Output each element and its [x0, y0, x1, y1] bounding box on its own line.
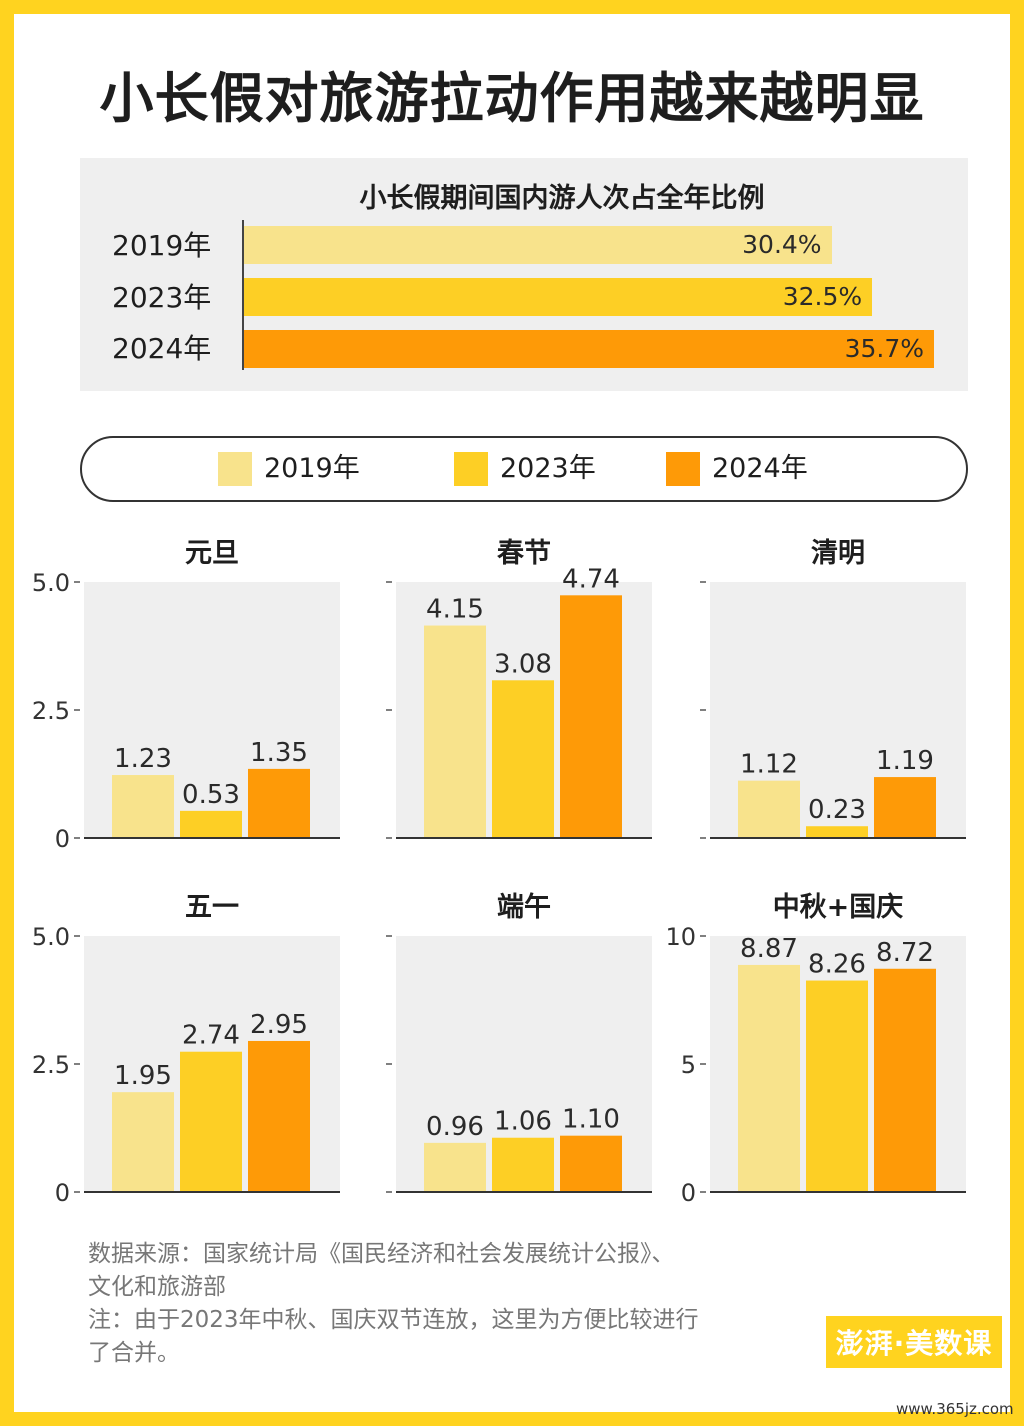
share-bar-2024: 35.7%	[244, 330, 934, 368]
panel-5-value-label: 0.96	[426, 1112, 484, 1142]
share-row-label-2024: 2024年	[112, 332, 212, 365]
panel-4-bar-2024年	[248, 1040, 310, 1192]
share-row-label-2019: 2019年	[112, 229, 212, 262]
legend-swatch-2024	[666, 452, 700, 486]
panel-4-tick-label: 5.0	[32, 923, 70, 951]
share-chart-axis	[242, 220, 244, 370]
panel-6-bar-2024年	[874, 968, 936, 1192]
panel-4-value-label: 1.95	[114, 1061, 172, 1091]
note-line-2: 了合并。	[88, 1340, 180, 1366]
panel-6-tick-label: 0	[681, 1179, 696, 1207]
panel-2-value-label: 3.08	[494, 649, 552, 679]
panel-6-value-label: 8.26	[808, 950, 866, 980]
panel-3-bar-2023年	[806, 826, 868, 838]
panel-2-value-label: 4.74	[562, 564, 620, 594]
brand-logo: 澎湃·美数课	[826, 1316, 1002, 1368]
page-title: 小长假对旅游拉动作用越来越明显	[99, 67, 925, 130]
legend-label-2024: 2024年	[712, 453, 808, 484]
panel-1-tick-label: 2.5	[32, 697, 70, 725]
share-value-2023: 32.5%	[782, 282, 863, 311]
panel-6-value-label: 8.72	[876, 938, 934, 968]
panel-5-bar-2024年	[560, 1135, 622, 1192]
panel-1-title: 元旦	[185, 538, 239, 569]
panel-5-value-label: 1.10	[562, 1105, 620, 1135]
panel-1-tick-label: 5.0	[32, 569, 70, 597]
share-value-2019: 30.4%	[742, 230, 822, 259]
source-line-2: 文化和旅游部	[88, 1274, 226, 1300]
panel-6-tick-label: 5	[681, 1051, 696, 1079]
panel-4-tick-label: 0	[55, 1179, 70, 1207]
panel-6-value-label: 8.87	[740, 934, 798, 964]
panel-2-bar-2024年	[560, 595, 622, 838]
panel-2-bar-2023年	[492, 680, 554, 838]
panel-3-bar-2019年	[738, 780, 800, 838]
panel-1-value-label: 1.35	[250, 738, 308, 768]
panel-4-value-label: 2.74	[182, 1021, 240, 1051]
panel-6-tick-label: 10	[665, 923, 696, 951]
panel-3-value-label: 1.19	[876, 746, 934, 776]
panel-5-bar-2023年	[492, 1137, 554, 1192]
note-line-1: 注：由于2023年中秋、国庆双节连放，这里为方便比较进行	[88, 1307, 699, 1333]
panel-1-tick-label: 0	[55, 825, 70, 853]
share-row-label-2023: 2023年	[112, 281, 212, 314]
watermark-text: www.365jz.com	[896, 1400, 1014, 1418]
legend-label-2023: 2023年	[500, 453, 596, 484]
panel-2-bar-2019年	[424, 625, 486, 838]
panel-1-bar-2019年	[112, 775, 174, 838]
panel-6-bar-2019年	[738, 964, 800, 1192]
panel-3-value-label: 0.23	[808, 795, 866, 825]
panel-5-bar-2019年	[424, 1142, 486, 1192]
panel-2-title: 春节	[497, 538, 551, 569]
share-bar-2023: 32.5%	[244, 278, 873, 316]
panel-1-bar-2024年	[248, 768, 310, 838]
panel-4-title: 五一	[185, 892, 239, 923]
share-chart-title: 小长假期间国内游人次占全年比例	[359, 183, 765, 214]
panel-5-value-label: 1.06	[494, 1107, 552, 1137]
panel-1-value-label: 0.53	[182, 780, 240, 810]
source-line-1: 数据来源：国家统计局《国民经济和社会发展统计公报》、	[88, 1241, 675, 1267]
source-note: 数据来源：国家统计局《国民经济和社会发展统计公报》、 文化和旅游部 注：由于20…	[88, 1238, 808, 1370]
panel-6-title: 中秋+国庆	[773, 891, 904, 923]
panel-3-title: 清明	[811, 538, 865, 569]
legend-swatch-2019	[218, 452, 252, 486]
share-bar-2019: 30.4%	[244, 226, 832, 264]
legend: 2019年 2023年 2024年	[80, 436, 968, 502]
panel-1-bar-2023年	[180, 810, 242, 838]
legend-label-2019: 2019年	[264, 453, 360, 484]
legend-swatch-2023	[454, 452, 488, 486]
panel-3-value-label: 1.12	[740, 750, 798, 780]
panel-6-bar-2023年	[806, 980, 868, 1192]
panel-2-value-label: 4.15	[426, 595, 484, 625]
panel-4-tick-label: 2.5	[32, 1051, 70, 1079]
panel-4-value-label: 2.95	[250, 1010, 308, 1040]
panel-5-title: 端午	[497, 891, 551, 923]
panel-4-bar-2019年	[112, 1092, 174, 1192]
panel-3-bar-2024年	[874, 777, 936, 838]
panel-1-value-label: 1.23	[114, 744, 172, 774]
panel-4-bar-2023年	[180, 1051, 242, 1192]
share-value-2024: 35.7%	[844, 334, 924, 363]
